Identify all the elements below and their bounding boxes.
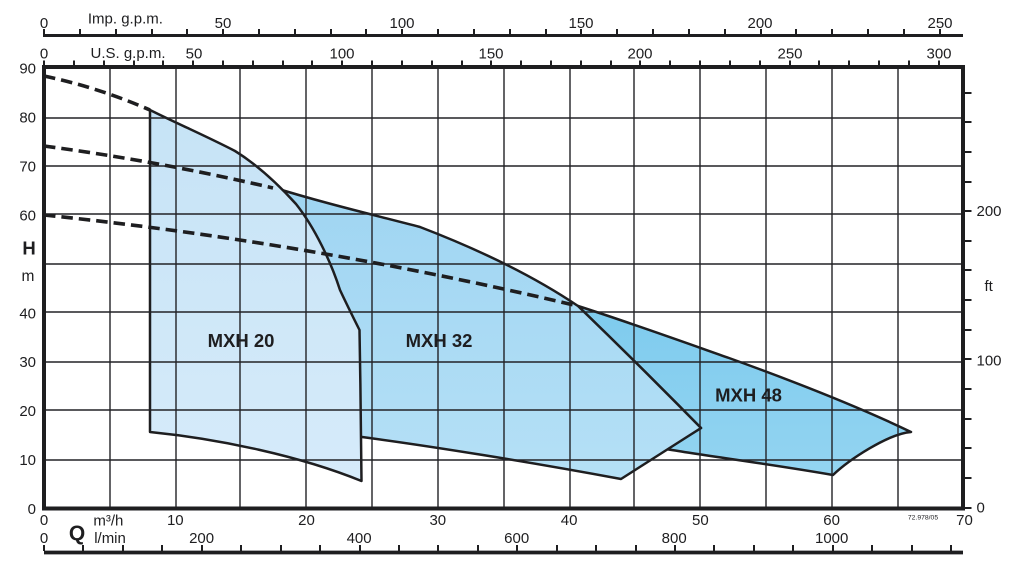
svg-text:800: 800	[662, 530, 687, 547]
svg-text:50: 50	[692, 512, 709, 529]
svg-text:100: 100	[977, 353, 1002, 370]
svg-text:70: 70	[956, 512, 973, 529]
svg-text:150: 150	[568, 15, 593, 32]
svg-text:60: 60	[19, 207, 36, 224]
svg-text:20: 20	[19, 403, 36, 420]
svg-text:200: 200	[977, 203, 1002, 220]
svg-text:m³/h: m³/h	[93, 513, 123, 530]
svg-text:MXH 48: MXH 48	[715, 385, 782, 406]
svg-text:0: 0	[40, 15, 48, 32]
svg-text:20: 20	[298, 512, 315, 529]
svg-text:1000: 1000	[815, 530, 848, 547]
svg-text:0: 0	[28, 501, 36, 518]
svg-text:100: 100	[389, 15, 414, 32]
svg-text:0: 0	[40, 512, 48, 529]
svg-text:150: 150	[478, 46, 503, 63]
svg-text:l/min: l/min	[94, 530, 126, 547]
svg-text:U.S. g.p.m.: U.S. g.p.m.	[90, 45, 165, 62]
svg-text:H: H	[22, 238, 35, 259]
svg-text:m: m	[22, 268, 35, 285]
svg-text:90: 90	[19, 61, 36, 78]
svg-text:30: 30	[429, 512, 446, 529]
svg-text:200: 200	[747, 15, 772, 32]
svg-text:600: 600	[504, 530, 529, 547]
svg-text:50: 50	[215, 15, 232, 32]
svg-text:10: 10	[19, 452, 36, 469]
svg-text:10: 10	[167, 512, 184, 529]
svg-text:50: 50	[186, 46, 203, 63]
svg-text:200: 200	[627, 46, 652, 63]
svg-text:Q: Q	[69, 522, 85, 545]
svg-text:72.978/05: 72.978/05	[908, 515, 938, 522]
svg-text:300: 300	[926, 46, 951, 63]
svg-text:250: 250	[927, 15, 952, 32]
svg-text:70: 70	[19, 159, 36, 176]
svg-text:250: 250	[777, 46, 802, 63]
svg-text:0: 0	[40, 46, 48, 63]
svg-text:60: 60	[823, 512, 840, 529]
svg-text:100: 100	[329, 46, 354, 63]
svg-text:ft: ft	[985, 278, 994, 295]
svg-text:0: 0	[977, 500, 985, 517]
svg-text:Imp. g.p.m.: Imp. g.p.m.	[88, 11, 163, 28]
svg-text:MXH 20: MXH 20	[208, 330, 275, 351]
svg-text:400: 400	[347, 530, 372, 547]
svg-text:40: 40	[19, 305, 36, 322]
svg-text:30: 30	[19, 354, 36, 371]
svg-text:80: 80	[19, 110, 36, 127]
svg-text:0: 0	[40, 530, 48, 547]
svg-text:MXH 32: MXH 32	[406, 330, 473, 351]
svg-text:40: 40	[561, 512, 578, 529]
svg-text:200: 200	[189, 530, 214, 547]
